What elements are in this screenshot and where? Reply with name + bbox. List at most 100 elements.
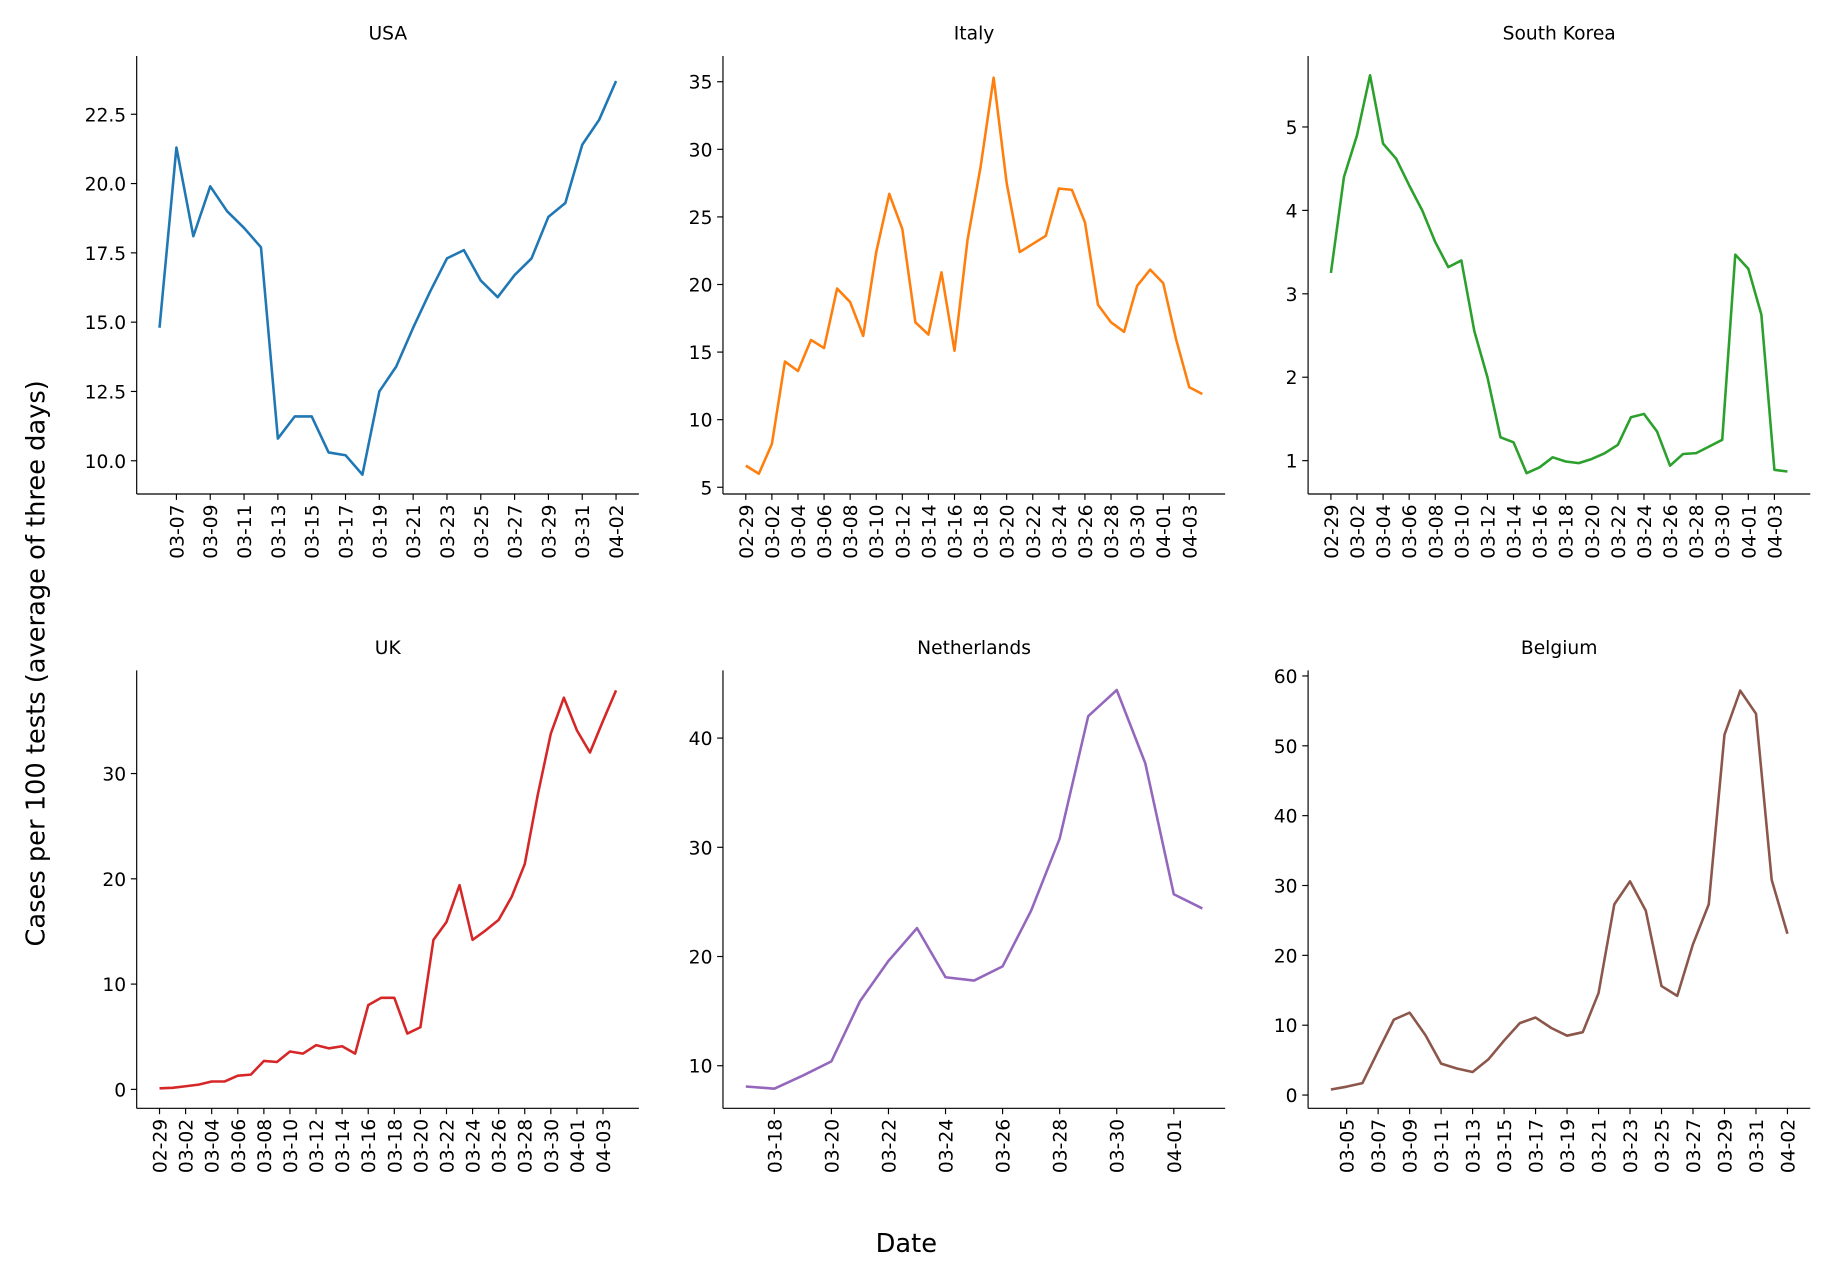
x-tick-label: 03-24 [1635, 505, 1656, 559]
x-tick-label: 03-18 [972, 505, 993, 559]
x-tick-label: 03-09 [1401, 1119, 1422, 1173]
x-tick-label: 03-28 [516, 1119, 537, 1173]
y-tick-label: 20 [1274, 946, 1298, 967]
y-tick-label: 30 [1274, 877, 1298, 898]
x-tick-label: 03-17 [1527, 1119, 1548, 1173]
y-tick-label: 0 [1286, 1086, 1298, 1107]
x-tick-label: 03-06 [815, 505, 836, 559]
x-tick-label: 03-21 [404, 505, 425, 559]
x-tick-label: 03-29 [539, 505, 560, 559]
y-tick-label: 10 [1274, 1016, 1298, 1037]
x-tick-label: 04-03 [1765, 505, 1786, 559]
subplot-title: South Korea [1503, 24, 1616, 45]
x-tick-label: 03-09 [201, 505, 222, 559]
y-tick-label: 30 [102, 765, 126, 786]
x-tick-label: 03-29 [1715, 1119, 1736, 1173]
x-tick-label: 03-18 [765, 1119, 786, 1173]
y-tick-label: 10 [689, 411, 713, 432]
x-tick-label: 04-03 [594, 1119, 615, 1173]
x-tick-label: 03-30 [1128, 505, 1149, 559]
y-tick-label: 20 [689, 276, 713, 297]
subplot: Belgium 0 10 20 30 40 50 60 03-05 03-07 03-09 03-11… [1274, 638, 1811, 1173]
x-tick-label: 03-14 [919, 505, 940, 559]
subplot-title: Netherlands [917, 638, 1031, 659]
data-line [1330, 689, 1789, 1091]
y-tick-label: 30 [689, 838, 713, 859]
x-tick-label: 03-25 [1653, 1119, 1674, 1173]
x-tick-label: 03-12 [893, 505, 914, 559]
x-tick-label: 02-29 [151, 1119, 172, 1173]
x-tick-label: 03-24 [1050, 505, 1071, 559]
x-tick-label: 03-06 [229, 1119, 250, 1173]
y-tick-label: 50 [1274, 737, 1298, 758]
y-tick-label: 3 [1286, 285, 1298, 306]
x-tick-label: 03-02 [763, 505, 784, 559]
y-axis-label: Cases per 100 tests (average of three da… [21, 380, 51, 946]
subplot: USA 10.0 12.5 15.0 17.5 20.0 22.5 03-07 03-09 03-… [85, 24, 639, 559]
y-tick-label: 2 [1286, 368, 1298, 389]
x-tick-label: 03-20 [1583, 505, 1604, 559]
x-tick-label: 03-14 [333, 1119, 354, 1173]
x-tick-label: 03-20 [822, 1119, 843, 1173]
x-tick-label: 03-10 [1452, 505, 1473, 559]
y-tick-label: 20 [102, 870, 126, 891]
y-tick-label: 35 [689, 73, 713, 94]
x-tick-label: 03-26 [1076, 505, 1097, 559]
x-tick-label: 03-26 [490, 1119, 511, 1173]
x-tick-label: 03-04 [203, 1119, 224, 1173]
x-tick-label: 03-21 [1590, 1119, 1611, 1173]
x-tick-label: 03-14 [1505, 505, 1526, 559]
x-tick-label: 03-07 [167, 505, 188, 559]
y-tick-label: 15.0 [85, 313, 127, 334]
x-tick-label: 03-02 [177, 1119, 198, 1173]
y-tick-label: 25 [689, 208, 713, 229]
y-tick-label: 20.0 [85, 175, 127, 196]
x-tick-label: 03-02 [1348, 505, 1369, 559]
y-tick-label: 30 [689, 140, 713, 161]
x-tick-label: 03-27 [1684, 1119, 1705, 1173]
x-tick-label: 03-13 [269, 505, 290, 559]
y-tick-label: 20 [689, 948, 713, 969]
x-tick-label: 03-24 [937, 1119, 958, 1173]
x-tick-label: 04-01 [1165, 1119, 1186, 1173]
x-tick-label: 03-12 [1478, 505, 1499, 559]
data-line [745, 76, 1203, 476]
y-tick-label: 12.5 [85, 382, 127, 403]
x-tick-label: 03-07 [1369, 1119, 1390, 1173]
data-line [1329, 73, 1788, 475]
y-tick-label: 40 [1274, 807, 1298, 828]
data-line [158, 80, 618, 476]
x-tick-label: 04-02 [1778, 1119, 1799, 1173]
x-tick-label: 03-05 [1338, 1119, 1359, 1173]
y-tick-label: 15 [689, 343, 713, 364]
subplot-title: UK [375, 638, 402, 659]
y-tick-label: 10.0 [85, 452, 127, 473]
x-tick-label: 03-15 [1495, 1119, 1516, 1173]
subplot: Netherlands 10 20 30 40 03-18 03-20 03-22 03-24 0… [689, 638, 1226, 1173]
y-tick-label: 60 [1274, 667, 1298, 688]
x-tick-label: 03-28 [1051, 1119, 1072, 1173]
x-tick-label: 03-19 [1558, 1119, 1579, 1173]
x-tick-label: 03-12 [307, 1119, 328, 1173]
y-tick-label: 22.5 [85, 105, 127, 126]
y-tick-label: 0 [114, 1080, 126, 1101]
x-tick-label: 03-10 [867, 505, 888, 559]
x-axis-label: Date [876, 1229, 937, 1259]
x-tick-label: 03-11 [235, 505, 256, 559]
x-tick-label: 03-25 [472, 505, 493, 559]
y-tick-label: 1 [1286, 452, 1298, 473]
x-tick-label: 03-08 [255, 1119, 276, 1173]
x-tick-label: 03-30 [1713, 505, 1734, 559]
x-tick-label: 03-28 [1687, 505, 1708, 559]
x-tick-label: 03-04 [1374, 505, 1395, 559]
y-tick-label: 5 [1286, 118, 1298, 139]
x-tick-label: 04-01 [1739, 505, 1760, 559]
y-tick-label: 10 [102, 975, 126, 996]
x-tick-label: 03-16 [946, 505, 967, 559]
x-tick-label: 03-13 [1464, 1119, 1485, 1173]
x-tick-label: 03-20 [998, 505, 1019, 559]
x-tick-label: 03-19 [370, 505, 391, 559]
